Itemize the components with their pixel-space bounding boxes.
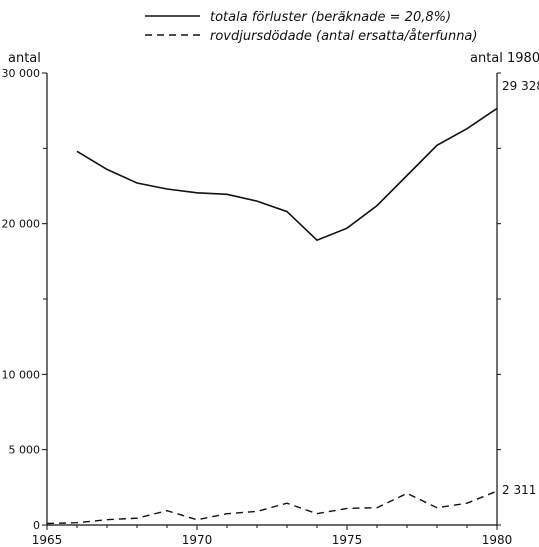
end-label-predator-killed: 2 311 bbox=[502, 483, 536, 497]
x-tick-label: 1965 bbox=[32, 533, 63, 547]
y-tick-label: 5 000 bbox=[9, 444, 41, 457]
y-axis-title-right: antal 1980 bbox=[470, 51, 539, 66]
x-tick-label: 1970 bbox=[182, 533, 213, 547]
series-line-predator-killed bbox=[46, 490, 498, 525]
y-tick-label: 30 000 bbox=[2, 67, 41, 80]
y-tick-label: 0 bbox=[33, 519, 40, 532]
y-axis-title-left: antal bbox=[8, 51, 41, 66]
end-label-total-losses: 29 328 bbox=[502, 79, 539, 93]
plot-area bbox=[46, 107, 498, 525]
x-tick-label: 1980 bbox=[482, 533, 513, 547]
y-tick-label: 20 000 bbox=[2, 218, 41, 231]
axis-ticks: 0 5 000 10 000 20 000 30 000 1965 1970 1975 1980 bbox=[2, 67, 513, 547]
y-tick-label: 10 000 bbox=[2, 368, 41, 381]
series-line-total-losses bbox=[76, 107, 498, 242]
legend-entry-total-losses: totala förluster (beräknade = 20,8%) bbox=[210, 10, 451, 25]
x-tick-label: 1975 bbox=[332, 533, 363, 547]
legend-entry-predator-killed: rovdjursdödade (antal ersatta/återfunna) bbox=[210, 29, 477, 44]
